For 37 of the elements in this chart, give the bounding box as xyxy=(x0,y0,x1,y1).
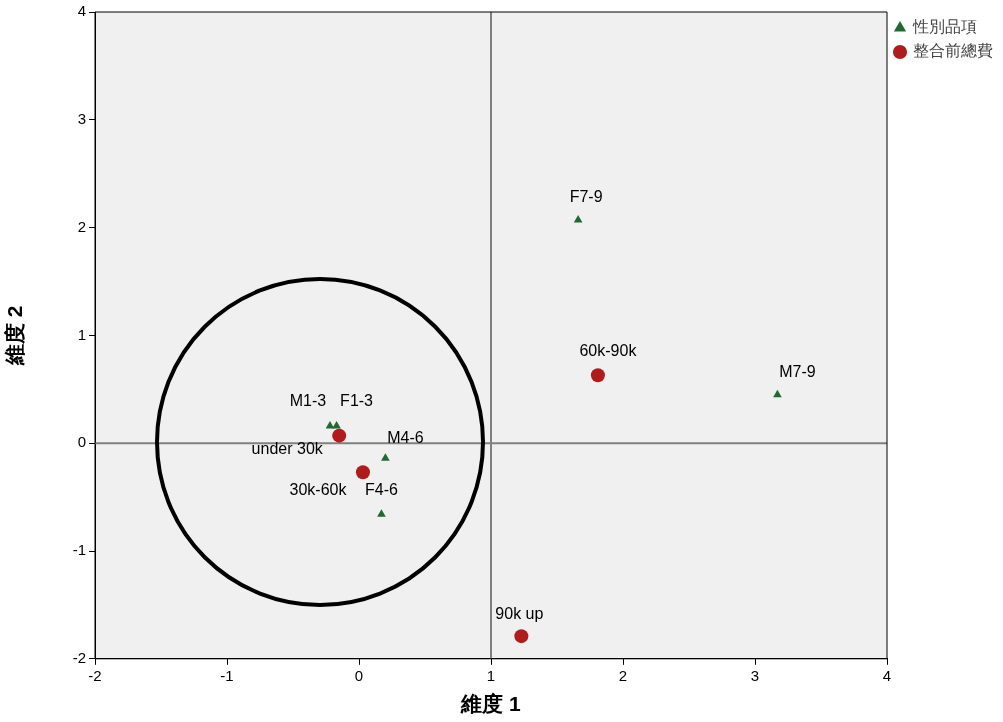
y-tick-label: 4 xyxy=(77,2,86,20)
annotation: M1-3 xyxy=(289,392,327,410)
legend-label: 性別品項 xyxy=(912,18,977,36)
x-tick-label: 0 xyxy=(354,666,364,684)
x-tick-label: 3 xyxy=(750,666,760,684)
point xyxy=(514,629,529,644)
y-axis-title: 維度 2 xyxy=(3,305,27,367)
annotation: M4-6 xyxy=(387,428,424,446)
y-tick-label: -1 xyxy=(72,541,86,559)
legend-label: 整合前總費 xyxy=(913,42,993,60)
annotation: F4-6 xyxy=(364,480,398,498)
x-tick-label: 4 xyxy=(882,666,892,684)
point xyxy=(377,509,386,517)
annotation: 60k-90k xyxy=(579,341,638,359)
point xyxy=(573,215,583,223)
point xyxy=(590,368,605,383)
y-tick-label: 0 xyxy=(77,433,86,451)
annotation: M7-9 xyxy=(779,363,816,381)
annotation: under 30k xyxy=(251,440,324,458)
annotation: F7-9 xyxy=(569,188,603,206)
y-tick-label: -2 xyxy=(72,648,86,666)
y-tick-label: 1 xyxy=(77,325,86,343)
point xyxy=(381,453,390,461)
annotation: F1-3 xyxy=(340,392,374,410)
x-tick-label: -2 xyxy=(88,666,102,684)
annotation: 90k up xyxy=(495,604,544,622)
x-tick-label: 1 xyxy=(486,666,496,684)
y-tick-label: 2 xyxy=(77,217,86,235)
point xyxy=(332,428,347,443)
y-tick-label: 3 xyxy=(77,109,86,127)
point xyxy=(332,420,341,429)
point xyxy=(773,389,782,398)
x-tick-label: 2 xyxy=(618,666,628,684)
x-tick-label: -1 xyxy=(220,666,234,684)
annotation: 30k-60k xyxy=(289,480,348,498)
point xyxy=(355,465,370,480)
x-axis-title: 維度 1 xyxy=(460,692,522,716)
